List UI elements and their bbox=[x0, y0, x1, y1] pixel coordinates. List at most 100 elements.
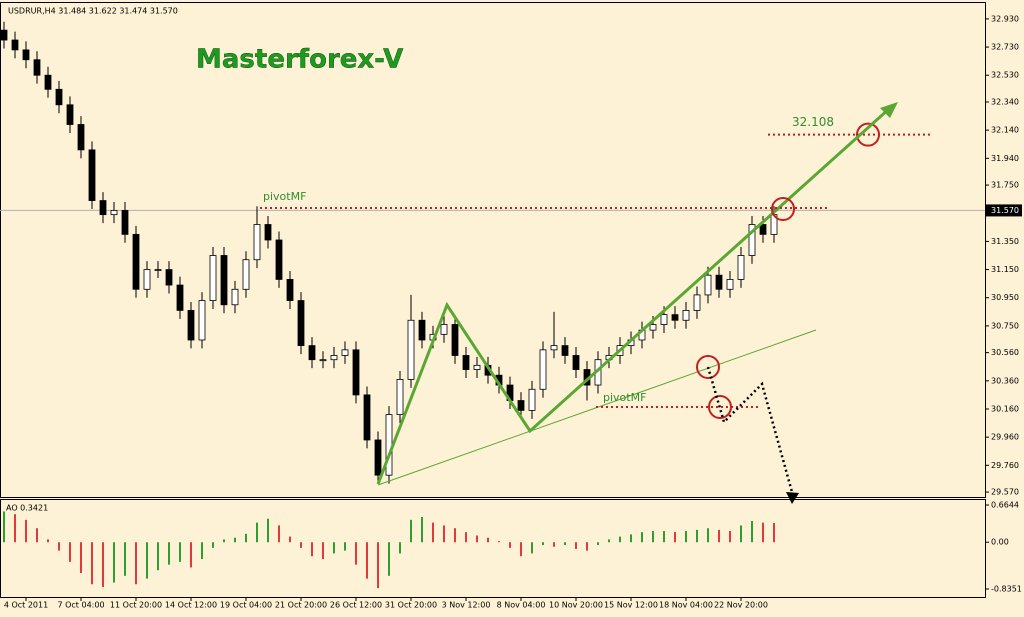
x-tick-label: 8 Nov 04:00 bbox=[497, 601, 546, 610]
current-price-box bbox=[986, 204, 1022, 217]
circle bbox=[856, 122, 880, 147]
candle-body bbox=[682, 310, 690, 321]
x-tick-label: 10 Nov 20:00 bbox=[549, 601, 603, 610]
candle-body bbox=[561, 345, 569, 356]
y-tick-label: 30.560 bbox=[991, 348, 1019, 357]
candle-body bbox=[396, 379, 404, 416]
x-tick-label: 21 Oct 20:00 bbox=[275, 601, 327, 610]
y-tick-label: 29.570 bbox=[991, 488, 1019, 497]
y-tick-label: 32.730 bbox=[991, 43, 1019, 52]
y-tick-label: 32.340 bbox=[991, 97, 1019, 106]
candle-body bbox=[187, 310, 195, 341]
y-tick-label: 31.750 bbox=[991, 181, 1019, 190]
candle-body bbox=[308, 345, 316, 361]
candle-body bbox=[671, 314, 679, 321]
y-tick-label: -0.8351 bbox=[991, 584, 1022, 593]
x-tick-label: 15 Nov 12:00 bbox=[604, 601, 658, 610]
candle-body bbox=[44, 74, 52, 90]
x-tick-label: 14 Oct 12:00 bbox=[165, 601, 217, 610]
x-tick-label: 4 Oct 2011 bbox=[4, 601, 48, 610]
circle bbox=[771, 197, 795, 221]
candle-body bbox=[286, 279, 294, 301]
candle-body bbox=[99, 200, 107, 216]
indicator-title: AO 0.3421 bbox=[6, 504, 48, 513]
y-tick-label: 31.350 bbox=[991, 237, 1019, 246]
x-tick-label: 31 Oct 20:00 bbox=[385, 601, 437, 610]
candle-body bbox=[352, 349, 360, 396]
candle-body bbox=[198, 300, 206, 341]
chart-title: Masterforex-V bbox=[196, 45, 403, 75]
circle bbox=[696, 355, 720, 379]
candle-body bbox=[726, 279, 734, 290]
candle-body bbox=[275, 239, 283, 280]
candle-body bbox=[385, 414, 393, 476]
candle-body bbox=[451, 324, 459, 356]
candle-body bbox=[572, 355, 580, 370]
x-tick-label: 19 Oct 04:00 bbox=[220, 601, 272, 610]
candle-body bbox=[297, 300, 305, 347]
x-tick-label: 11 Oct 20:00 bbox=[110, 601, 162, 610]
indicator-frame bbox=[0, 499, 986, 598]
candle-body bbox=[341, 349, 349, 356]
arrow-head bbox=[786, 492, 799, 504]
candle-body bbox=[253, 224, 261, 261]
candle-body bbox=[363, 394, 371, 441]
candle-body bbox=[143, 269, 151, 290]
current-price-label: 31.570 bbox=[991, 206, 1019, 215]
x-tick-label: 3 Nov 12:00 bbox=[442, 601, 491, 610]
candle-body bbox=[11, 39, 19, 51]
pivot-label: pivotMF bbox=[263, 190, 306, 203]
y-tick-label: 29.960 bbox=[991, 433, 1019, 442]
y-tick-label: 31.940 bbox=[991, 154, 1019, 163]
candle-body bbox=[473, 364, 481, 370]
candle-body bbox=[33, 59, 41, 76]
candle-body bbox=[715, 274, 723, 290]
y-tick-label: 31.150 bbox=[991, 265, 1019, 274]
x-tick-label: 7 Oct 04:00 bbox=[57, 601, 104, 610]
candle-body bbox=[165, 269, 173, 286]
y-tick-label: 32.140 bbox=[991, 126, 1019, 135]
target-label: 32.108 bbox=[792, 115, 834, 129]
candle-body bbox=[550, 345, 558, 351]
candle-body bbox=[737, 255, 745, 280]
y-tick-label: 29.760 bbox=[991, 461, 1019, 470]
candle-body bbox=[66, 104, 74, 125]
y-tick-label: 30.160 bbox=[991, 404, 1019, 413]
arrow-head bbox=[880, 102, 898, 118]
candle-body bbox=[209, 255, 217, 301]
circle bbox=[708, 395, 732, 419]
candle-body bbox=[649, 324, 657, 331]
candle-body bbox=[660, 314, 668, 325]
candle-body bbox=[759, 224, 767, 235]
candle-body bbox=[22, 49, 30, 61]
candle-body bbox=[110, 210, 118, 216]
candle-body bbox=[176, 284, 184, 311]
zigzag-arrow bbox=[376, 106, 892, 485]
candle-body bbox=[528, 388, 536, 411]
candle-body bbox=[55, 88, 63, 106]
y-tick-label: 30.950 bbox=[991, 293, 1019, 302]
candle-body bbox=[418, 319, 426, 341]
candle-body bbox=[231, 288, 239, 306]
candle-body bbox=[264, 224, 272, 241]
x-tick-label: 26 Oct 12:00 bbox=[330, 601, 382, 610]
candle-body bbox=[440, 324, 448, 335]
y-tick-label: 30.750 bbox=[991, 321, 1019, 330]
candle-body bbox=[319, 359, 327, 362]
candle-body bbox=[517, 400, 525, 411]
candle-body bbox=[748, 224, 756, 256]
candle-body bbox=[0, 29, 8, 41]
candle-body bbox=[374, 439, 382, 476]
annotations: pivotMF pivotMF bbox=[260, 102, 898, 504]
info-text: USDRUR,H4 31.484 31.622 31.474 31.570 bbox=[8, 7, 178, 16]
x-tick-label: 22 Nov 20:00 bbox=[714, 601, 768, 610]
candle-body bbox=[154, 269, 162, 271]
candle-body bbox=[330, 355, 338, 361]
main-frame bbox=[0, 2, 986, 498]
y-tick-label: 32.930 bbox=[991, 14, 1019, 23]
y-tick-label: 32.530 bbox=[991, 71, 1019, 80]
candle-body bbox=[539, 349, 547, 390]
candle-body bbox=[132, 233, 140, 290]
candle-body bbox=[704, 274, 712, 296]
